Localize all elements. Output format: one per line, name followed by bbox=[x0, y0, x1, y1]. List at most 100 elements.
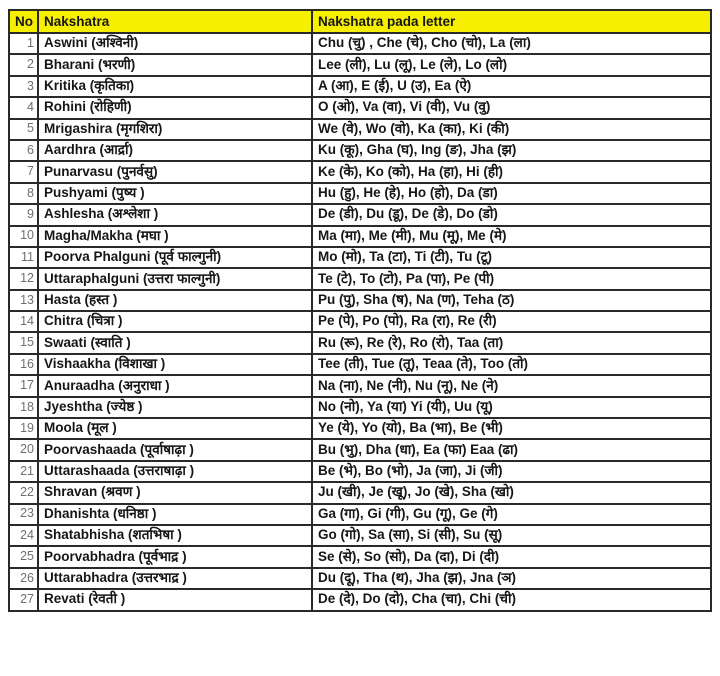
row-number: 5 bbox=[8, 117, 39, 141]
table-row: 19 Moola (मूल ) Ye (ये), Yo (यो), Ba (भा… bbox=[8, 417, 712, 441]
table-header-row: No Nakshatra Nakshatra pada letter bbox=[8, 9, 712, 34]
table-row: 27 Revati (रेवती ) De (दे), Do (दो), Cha… bbox=[8, 588, 712, 612]
nakshatra-name: Uttarabhadra (उत्तरभाद्र ) bbox=[37, 566, 313, 591]
nakshatra-name: Ashlesha (अश्लेशा ) bbox=[37, 203, 313, 227]
row-number: 10 bbox=[8, 224, 39, 248]
row-number: 18 bbox=[8, 395, 39, 420]
row-number: 25 bbox=[8, 545, 39, 569]
nakshatra-pada-letters: Ke (के), Ko (को), Ha (हा), Hi (ही) bbox=[311, 160, 712, 184]
table-row: 16 Vishaakha (विशाखा ) Tee (ती), Tue (तू… bbox=[8, 352, 712, 377]
nakshatra-name: Punarvasu (पुनर्वसु) bbox=[37, 160, 313, 184]
nakshatra-name: Dhanishta (धनिष्ठा ) bbox=[37, 502, 313, 527]
row-number: 4 bbox=[8, 96, 39, 120]
nakshatra-name: Pushyami (पुष्य ) bbox=[37, 181, 313, 206]
nakshatra-name: Revati (रेवती ) bbox=[37, 588, 313, 612]
table-row: 24 Shatabhisha (शतभिषा ) Go (गो), Sa (सा… bbox=[8, 523, 712, 548]
row-number: 23 bbox=[8, 502, 39, 527]
nakshatra-name: Anuraadha (अनुराधा ) bbox=[37, 374, 313, 398]
nakshatra-pada-letters: Lee (ली), Lu (लू), Le (ले), Lo (लो) bbox=[311, 53, 712, 77]
table-row: 14 Chitra (चित्रा ) Pe (पे), Po (पो), Ra… bbox=[8, 310, 712, 334]
table-body: 1 Aswini (अश्विनी) Chu (चु) , Che (चे), … bbox=[8, 31, 712, 612]
table-row: 20 Poorvashaada (पूर्वाषाढ़ा ) Bu (भु), … bbox=[8, 438, 712, 462]
table-row: 8 Pushyami (पुष्य ) Hu (हु), He (हे), Ho… bbox=[8, 181, 712, 206]
row-number: 24 bbox=[8, 523, 39, 548]
table-row: 15 Swaati (स्वाति ) Ru (रू), Re (रे), Ro… bbox=[8, 331, 712, 355]
nakshatra-pada-letters: Mo (मो), Ta (टा), Ti (टी), Tu (टू) bbox=[311, 245, 712, 270]
nakshatra-name: Vishaakha (विशाखा ) bbox=[37, 352, 313, 377]
header-no: No bbox=[8, 9, 39, 34]
row-number: 1 bbox=[8, 31, 39, 56]
table-row: 1 Aswini (अश्विनी) Chu (चु) , Che (चे), … bbox=[8, 31, 712, 56]
nakshatra-name: Poorvabhadra (पूर्वभाद्र ) bbox=[37, 545, 313, 569]
row-number: 8 bbox=[8, 181, 39, 206]
table-row: 21 Uttarashaada (उत्तराषाढ़ा ) Be (भे), … bbox=[8, 459, 712, 484]
nakshatra-pada-letters: Bu (भु), Dha (धा), Ea (फा) Eaa (ढा) bbox=[311, 438, 712, 462]
nakshatra-pada-letters: Pu (पु), Sha (ष), Na (ण), Teha (ठ) bbox=[311, 288, 712, 313]
table-row: 26 Uttarabhadra (उत्तरभाद्र ) Du (दू), T… bbox=[8, 566, 712, 591]
nakshatra-pada-letters: Ma (मा), Me (मी), Mu (मू), Me (मे) bbox=[311, 224, 712, 248]
nakshatra-name: Swaati (स्वाति ) bbox=[37, 331, 313, 355]
nakshatra-name: Kritika (कृतिका) bbox=[37, 74, 313, 99]
table-row: 11 Poorva Phalguni (पूर्व फाल्गुनी) Mo (… bbox=[8, 245, 712, 270]
row-number: 15 bbox=[8, 331, 39, 355]
nakshatra-pada-letters: Hu (हु), He (हे), Ho (हो), Da (डा) bbox=[311, 181, 712, 206]
table-row: 5 Mrigashira (मृगशिरा) We (वे), Wo (वो),… bbox=[8, 117, 712, 141]
nakshatra-pada-letters: Chu (चु) , Che (चे), Cho (चो), La (ला) bbox=[311, 31, 712, 56]
table-row: 12 Uttaraphalguni (उत्तरा फाल्गुनी) Te (… bbox=[8, 267, 712, 291]
nakshatra-name: Uttarashaada (उत्तराषाढ़ा ) bbox=[37, 459, 313, 484]
nakshatra-pada-letters: Ru (रू), Re (रे), Ro (रो), Taa (ता) bbox=[311, 331, 712, 355]
nakshatra-pada-letters: Ju (खी), Je (खू), Jo (खे), Sha (खो) bbox=[311, 481, 712, 505]
row-number: 16 bbox=[8, 352, 39, 377]
row-number: 27 bbox=[8, 588, 39, 612]
table-row: 7 Punarvasu (पुनर्वसु) Ke (के), Ko (को),… bbox=[8, 160, 712, 184]
nakshatra-name: Hasta (हस्त ) bbox=[37, 288, 313, 313]
header-nakshatra: Nakshatra bbox=[37, 9, 313, 34]
nakshatra-pada-letters: Du (दू), Tha (थ), Jha (झ), Jna (ञ) bbox=[311, 566, 712, 591]
table-row: 22 Shravan (श्रवण ) Ju (खी), Je (खू), Jo… bbox=[8, 481, 712, 505]
row-number: 20 bbox=[8, 438, 39, 462]
nakshatra-name: Rohini (रोहिणी) bbox=[37, 96, 313, 120]
table-row: 13 Hasta (हस्त ) Pu (पु), Sha (ष), Na (ण… bbox=[8, 288, 712, 313]
nakshatra-pada-letters: Te (टे), To (टो), Pa (पा), Pe (पी) bbox=[311, 267, 712, 291]
row-number: 7 bbox=[8, 160, 39, 184]
nakshatra-pada-letters: O (ओ), Va (वा), Vi (वी), Vu (वु) bbox=[311, 96, 712, 120]
nakshatra-name: Chitra (चित्रा ) bbox=[37, 310, 313, 334]
nakshatra-pada-letters: Se (से), So (सो), Da (दा), Di (दी) bbox=[311, 545, 712, 569]
nakshatra-name: Moola (मूल ) bbox=[37, 417, 313, 441]
row-number: 13 bbox=[8, 288, 39, 313]
nakshatra-name: Bharani (भरणी) bbox=[37, 53, 313, 77]
nakshatra-pada-letters: No (नो), Ya (या) Yi (यी), Uu (यू) bbox=[311, 395, 712, 420]
table-row: 3 Kritika (कृतिका) A (आ), E (ई), U (उ), … bbox=[8, 74, 712, 99]
table-row: 18 Jyeshtha (ज्येष्ठ ) No (नो), Ya (या) … bbox=[8, 395, 712, 420]
table-row: 25 Poorvabhadra (पूर्वभाद्र ) Se (से), S… bbox=[8, 545, 712, 569]
row-number: 21 bbox=[8, 459, 39, 484]
nakshatra-pada-letters: Ku (कू), Gha (घ), Ing (ङ), Jha (झ) bbox=[311, 138, 712, 163]
row-number: 2 bbox=[8, 53, 39, 77]
row-number: 19 bbox=[8, 417, 39, 441]
row-number: 11 bbox=[8, 245, 39, 270]
header-pada-letter: Nakshatra pada letter bbox=[311, 9, 712, 34]
row-number: 14 bbox=[8, 310, 39, 334]
row-number: 26 bbox=[8, 566, 39, 591]
nakshatra-pada-letters: We (वे), Wo (वो), Ka (का), Ki (की) bbox=[311, 117, 712, 141]
nakshatra-pada-letters: Ga (गा), Gi (गी), Gu (गू), Ge (गे) bbox=[311, 502, 712, 527]
nakshatra-pada-letters: Tee (ती), Tue (तू), Teaa (ते), Too (तो) bbox=[311, 352, 712, 377]
nakshatra-pada-letters: Ye (ये), Yo (यो), Ba (भा), Be (भी) bbox=[311, 417, 712, 441]
nakshatra-name: Magha/Makha (मघा ) bbox=[37, 224, 313, 248]
row-number: 12 bbox=[8, 267, 39, 291]
row-number: 22 bbox=[8, 481, 39, 505]
table-row: 17 Anuraadha (अनुराधा ) Na (ना), Ne (नी)… bbox=[8, 374, 712, 398]
table-row: 9 Ashlesha (अश्लेशा ) De (डी), Du (डू), … bbox=[8, 203, 712, 227]
row-number: 6 bbox=[8, 138, 39, 163]
row-number: 17 bbox=[8, 374, 39, 398]
nakshatra-pada-letters: Be (भे), Bo (भो), Ja (जा), Ji (जी) bbox=[311, 459, 712, 484]
nakshatra-name: Aardhra (आर्द्रा) bbox=[37, 138, 313, 163]
nakshatra-pada-page: No Nakshatra Nakshatra pada letter 1 Asw… bbox=[8, 9, 712, 612]
nakshatra-pada-letters: Pe (पे), Po (पो), Ra (रा), Re (री) bbox=[311, 310, 712, 334]
nakshatra-name: Shravan (श्रवण ) bbox=[37, 481, 313, 505]
table-row: 10 Magha/Makha (मघा ) Ma (मा), Me (मी), … bbox=[8, 224, 712, 248]
nakshatra-name: Aswini (अश्विनी) bbox=[37, 31, 313, 56]
nakshatra-name: Poorvashaada (पूर्वाषाढ़ा ) bbox=[37, 438, 313, 462]
nakshatra-pada-letters: A (आ), E (ई), U (उ), Ea (ऐ) bbox=[311, 74, 712, 99]
row-number: 9 bbox=[8, 203, 39, 227]
